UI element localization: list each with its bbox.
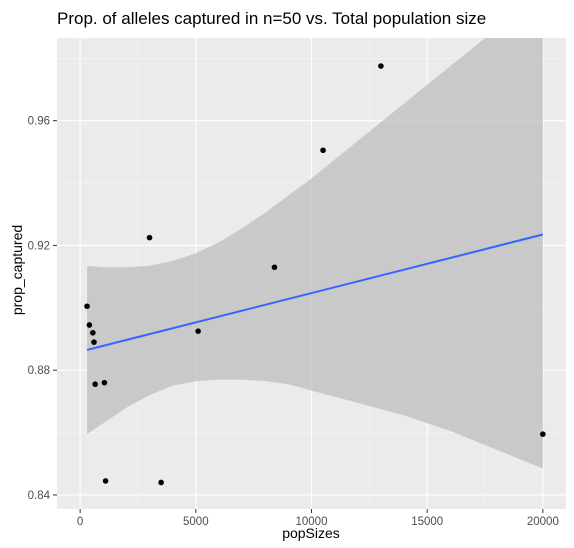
data-point [101, 379, 108, 386]
data-point [92, 381, 98, 388]
data-point [102, 478, 109, 484]
data-point [320, 147, 326, 154]
data-point [91, 339, 97, 345]
y-tick-label: 0.96 [28, 116, 50, 128]
x-axis: 0 5000 10000 15000 20000 [77, 509, 559, 528]
y-axis-title: prop_captured [9, 225, 25, 315]
y-axis: 0.84 0.88 0.92 0.96 [28, 116, 57, 502]
x-axis-title: popSizes [282, 525, 340, 541]
data-point [540, 431, 546, 437]
x-tick-label: 5000 [183, 516, 209, 528]
data-point [90, 329, 96, 336]
data-point [84, 303, 90, 310]
data-point [158, 479, 164, 486]
data-point [146, 234, 153, 241]
confidence-band [87, 38, 543, 469]
x-tick-label: 20000 [527, 516, 559, 528]
y-tick-label: 0.88 [28, 365, 50, 377]
data-point [271, 264, 278, 271]
trend-line-layer [86, 233, 544, 351]
chart-title: Prop. of alleles captured in n=50 vs. To… [57, 9, 486, 28]
x-tick-label: 0 [77, 516, 83, 528]
points-layer [84, 63, 546, 486]
y-tick-label: 0.92 [28, 240, 50, 252]
trend-line [86, 233, 544, 351]
data-point [195, 328, 201, 335]
x-tick-label: 15000 [411, 516, 443, 528]
x-tick-label: 10000 [296, 516, 328, 528]
data-point [378, 63, 384, 69]
confidence-band-layer [87, 38, 543, 469]
y-tick-label: 0.84 [28, 490, 51, 502]
data-point [86, 322, 93, 328]
